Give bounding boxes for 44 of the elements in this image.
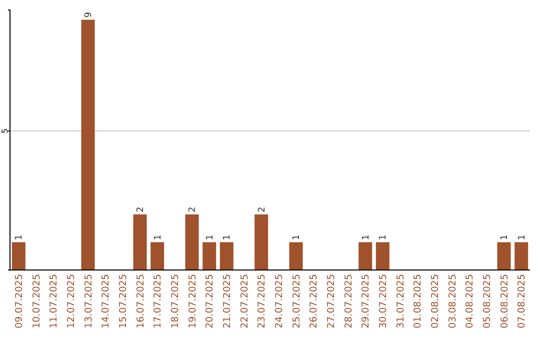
x-tick-label: 27.07.2025 bbox=[326, 274, 337, 328]
x-tick-label: 03.08.2025 bbox=[447, 274, 458, 328]
data-label: 1 bbox=[517, 234, 528, 240]
x-tick-label: 21.07.2025 bbox=[222, 274, 233, 328]
x-tick-label: 11.07.2025 bbox=[48, 274, 60, 328]
data-label: 1 bbox=[378, 234, 389, 240]
x-tick-label: 28.07.2025 bbox=[343, 274, 354, 328]
x-tick-label: 09.07.2025 bbox=[14, 274, 25, 328]
data-label: 1 bbox=[292, 234, 302, 240]
x-tick-label: 25.07.2025 bbox=[291, 274, 302, 328]
x-tick-label: 02.08.2025 bbox=[430, 274, 441, 328]
x-tick-label: 20.07.2025 bbox=[204, 274, 216, 328]
x-tick-label: 01.08.2025 bbox=[412, 274, 424, 328]
data-label: 2 bbox=[188, 206, 198, 212]
x-tick-label: 22.07.2025 bbox=[239, 274, 250, 328]
x-tick-label: 10.07.2025 bbox=[31, 274, 42, 328]
data-label: 1 bbox=[361, 234, 372, 240]
x-tick-label: 13.07.2025 bbox=[83, 274, 94, 328]
x-tick-label: 29.07.2025 bbox=[360, 274, 372, 328]
x-tick-label: 04.08.2025 bbox=[464, 274, 476, 328]
x-tick-label: 05.08.2025 bbox=[482, 274, 493, 328]
x-tick-label: 24.07.2025 bbox=[274, 274, 285, 328]
x-tick-label: 16.07.2025 bbox=[135, 274, 146, 328]
data-label: 2 bbox=[136, 206, 146, 212]
data-label: 1 bbox=[153, 234, 164, 240]
x-tick-label: 19.07.2025 bbox=[187, 274, 198, 328]
x-tick-label: 23.07.2025 bbox=[256, 274, 268, 328]
x-tick-label: 30.07.2025 bbox=[378, 274, 389, 328]
data-label: 1 bbox=[500, 234, 510, 240]
x-tick-label: 17.07.2025 bbox=[152, 274, 164, 328]
data-label: 1 bbox=[205, 234, 216, 240]
x-tick-label: 06.08.2025 bbox=[499, 274, 510, 328]
x-tick-label: 15.07.2025 bbox=[118, 274, 129, 328]
x-tick-label: 31.07.2025 bbox=[395, 274, 406, 328]
data-label: 9 bbox=[84, 12, 94, 18]
data-label: 1 bbox=[14, 234, 25, 240]
x-tick-label: 07.08.2025 bbox=[516, 274, 528, 328]
x-tick-label: 12.07.2025 bbox=[66, 274, 77, 328]
x-tick-label: 26.07.2025 bbox=[308, 274, 320, 328]
x-tick-label: 14.07.2025 bbox=[100, 274, 112, 328]
data-label: 2 bbox=[257, 206, 268, 212]
data-label: 1 bbox=[222, 234, 233, 240]
x-tick-label: 18.07.2025 bbox=[170, 274, 181, 328]
y-tick-label: 5 bbox=[0, 128, 10, 134]
